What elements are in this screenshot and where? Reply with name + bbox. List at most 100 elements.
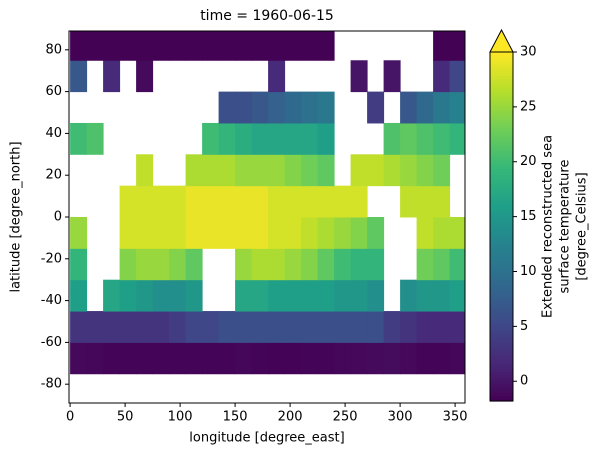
colorbar-segment <box>490 92 513 97</box>
heatmap-cell <box>251 91 269 124</box>
x-tick-label: 0 <box>66 410 74 425</box>
colorbar-segment <box>490 177 513 181</box>
heatmap-cell <box>251 248 269 281</box>
heatmap-cell <box>433 342 451 375</box>
heatmap-cell <box>383 60 401 93</box>
colorbar-segment <box>490 374 513 379</box>
heatmap-cell <box>185 185 203 218</box>
y-tick-label: 80 <box>45 42 62 57</box>
colorbar-segment <box>490 179 513 184</box>
colorbar-label: [degree_Celsius] <box>575 172 590 280</box>
heatmap-cell <box>268 342 286 375</box>
colorbar-segment <box>490 284 513 289</box>
colorbar-segment <box>490 252 513 257</box>
heatmap-cell <box>70 217 88 249</box>
heatmap-cell <box>251 342 269 375</box>
heatmap-cell <box>416 91 434 124</box>
heatmap-cell <box>136 342 154 375</box>
heatmap-cell <box>103 342 121 375</box>
colorbar-segment <box>490 389 513 393</box>
colorbar-segment <box>490 331 513 335</box>
heatmap-cell <box>218 217 236 249</box>
colorbar-segment <box>490 60 513 65</box>
heatmap-cell <box>400 185 418 218</box>
heatmap-cell <box>433 217 451 249</box>
colorbar-segment <box>490 52 513 56</box>
colorbar-segment <box>490 325 513 329</box>
heatmap-cell <box>317 154 335 187</box>
heatmap-cell <box>268 60 286 93</box>
heatmap-cell <box>251 185 269 218</box>
colorbar-segment <box>490 75 513 79</box>
heatmap-cell <box>152 217 170 249</box>
colorbar-frame <box>489 51 514 402</box>
heatmap-cell <box>169 311 187 343</box>
colorbar-segment <box>490 249 513 254</box>
heatmap-cell <box>301 217 319 249</box>
colorbar-segment <box>490 174 513 178</box>
heatmap-cell <box>400 311 418 343</box>
heatmap-cell <box>268 311 286 343</box>
heatmap-cell <box>202 31 220 61</box>
heatmap-cell <box>268 248 286 281</box>
colorbar-segment <box>490 348 513 353</box>
colorbar-segment <box>490 299 513 303</box>
colorbar-segment <box>490 235 513 239</box>
colorbar-segment <box>490 290 513 294</box>
heatmap-cell <box>119 279 137 312</box>
colorbar-segment <box>490 255 513 260</box>
heatmap-cell <box>367 154 385 187</box>
heatmap-cell <box>350 279 368 312</box>
colorbar-segment <box>490 293 513 297</box>
heatmap-cell <box>350 185 368 218</box>
heatmap-cell <box>449 311 465 343</box>
colorbar-segment <box>490 142 513 146</box>
colorbar-segment <box>490 310 513 315</box>
heatmap-cell <box>136 154 154 187</box>
colorbar-segment <box>490 307 513 312</box>
colorbar-segment <box>490 83 513 88</box>
heatmap-cell <box>367 279 385 312</box>
heatmap-cell <box>202 217 220 249</box>
heatmap-cell <box>235 311 253 343</box>
heatmap-cell <box>350 342 368 375</box>
heatmap-cell <box>103 279 121 312</box>
heatmap-cell <box>152 279 170 312</box>
heatmap-cell <box>284 217 302 249</box>
colorbar-segment <box>490 264 513 268</box>
heatmap-cell <box>185 217 203 249</box>
heatmap-cell <box>284 185 302 218</box>
colorbar-segment <box>490 81 513 85</box>
heatmap-cell <box>218 311 236 343</box>
heatmap-cell <box>251 311 269 343</box>
heatmap-cell <box>136 279 154 312</box>
colorbar-segment <box>490 226 513 231</box>
heatmap-cell <box>317 311 335 343</box>
heatmap-cell <box>284 342 302 375</box>
y-tick-label: 20 <box>45 168 62 183</box>
colorbar-tick-label: 25 <box>520 99 537 114</box>
heatmap-cell <box>416 248 434 281</box>
heatmap-cell <box>119 217 137 249</box>
colorbar-segment <box>490 188 513 193</box>
colorbar-tick-label: 15 <box>520 209 537 224</box>
heatmap-cell <box>268 154 286 187</box>
colorbar-segment <box>490 159 513 164</box>
heatmap-cell <box>400 122 418 155</box>
heatmap-cell <box>449 31 465 61</box>
heatmap-cell <box>433 279 451 312</box>
heatmap-cell <box>268 122 286 155</box>
colorbar-segment <box>490 69 513 73</box>
heatmap-cell <box>433 60 451 93</box>
colorbar-segment <box>490 66 513 71</box>
heatmap-cell <box>70 248 88 281</box>
heatmap-cell <box>70 279 88 312</box>
colorbar-segment <box>490 162 513 167</box>
colorbar-segment <box>490 191 513 196</box>
heatmap-cell <box>400 342 418 375</box>
colorbar-segment <box>490 342 513 347</box>
heatmap-cell <box>317 342 335 375</box>
colorbar-segment <box>490 124 513 129</box>
colorbar-segment <box>490 337 513 341</box>
colorbar-tick-label: 0 <box>520 374 528 389</box>
